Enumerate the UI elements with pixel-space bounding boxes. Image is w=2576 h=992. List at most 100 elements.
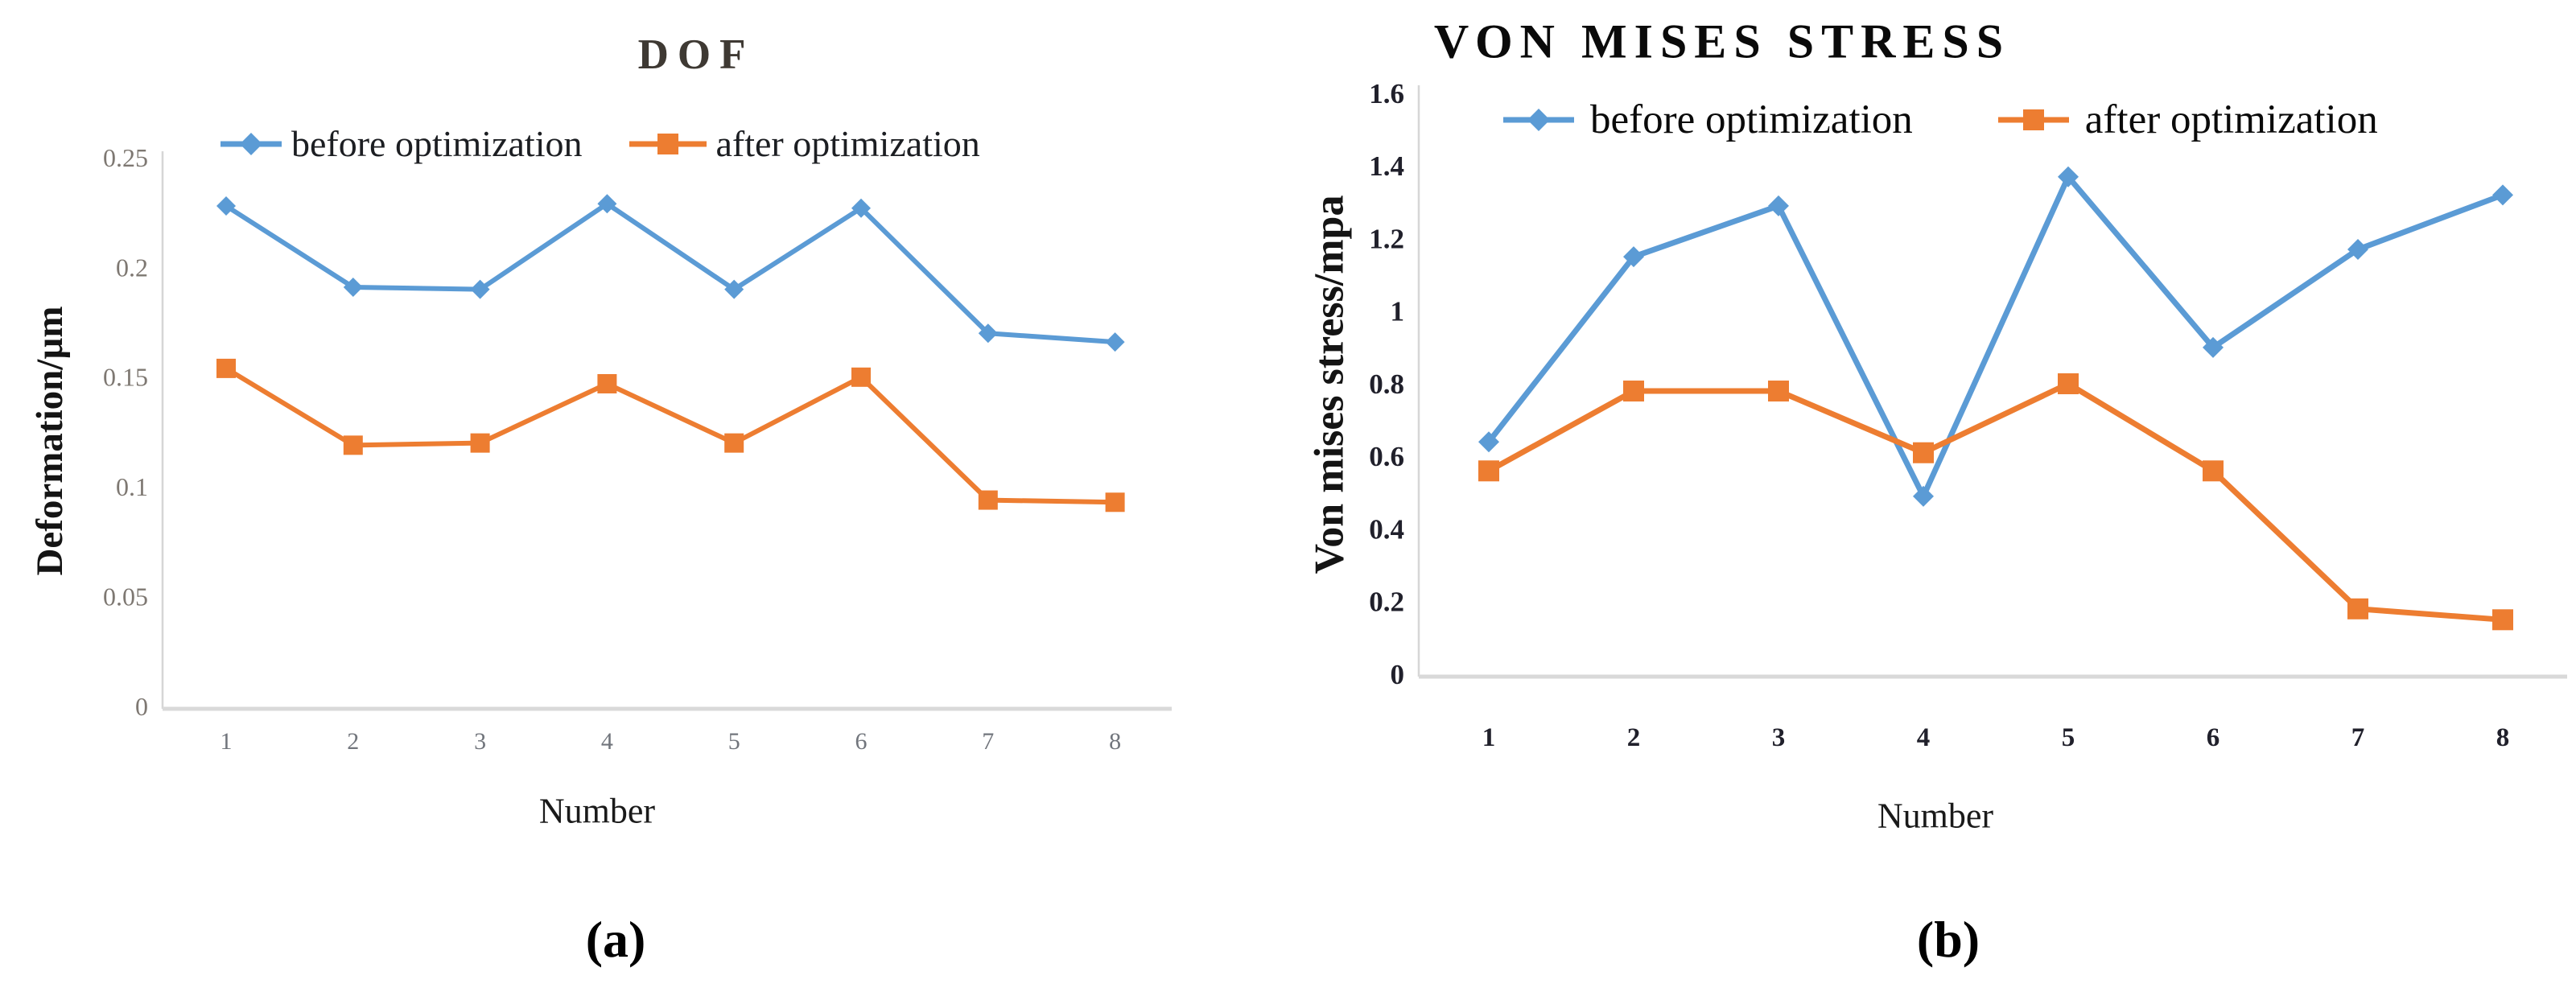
x-tick-label: 6	[855, 728, 868, 755]
x-tick-label: 6	[2207, 723, 2220, 752]
diamond-marker-legend	[1527, 109, 1550, 131]
diamond-marker-data-point	[470, 279, 490, 299]
line-diamond-marker-icon	[221, 132, 282, 155]
diamond-marker-data-point	[978, 323, 998, 344]
square-marker-data-point	[978, 490, 998, 510]
series-line	[224, 201, 1118, 345]
y-tick-label: 1.2	[1369, 223, 1404, 254]
chart-a-y-axis-label: Deformation/µm	[29, 306, 71, 576]
x-tick-label: 8	[2496, 723, 2510, 752]
y-tick-label: 0.4	[1369, 513, 1404, 545]
chart-b-x-axis-label: Number	[1877, 796, 1994, 836]
x-tick-label: 2	[1627, 723, 1641, 752]
square-marker-data-point	[343, 435, 363, 455]
line-diamond-marker-icon	[1503, 109, 1574, 131]
square-marker-data-point	[470, 433, 490, 453]
diamond-marker-legend	[240, 132, 262, 155]
diamond-marker-data-point	[1768, 195, 1789, 216]
square-marker-data-point	[1623, 381, 1644, 402]
x-tick-label: 7	[982, 728, 994, 755]
square-marker-data-point	[597, 373, 617, 393]
diamond-marker-data-point	[851, 198, 871, 218]
series-after-optimization	[216, 358, 1125, 512]
x-tick-label: 3	[1772, 723, 1786, 752]
y-tick-label: 0.25	[103, 143, 148, 172]
x-tick-label: 7	[2351, 723, 2365, 752]
y-tick-label: 0.1	[116, 472, 148, 501]
series-line	[1486, 174, 2506, 500]
legend-label: after optimization	[715, 123, 980, 164]
x-tick-label: 5	[2062, 723, 2075, 752]
diamond-marker-data-point	[1105, 332, 1125, 352]
line-square-marker-icon	[629, 133, 707, 154]
y-tick-label: 1.6	[1369, 78, 1404, 109]
series-before-optimization	[1478, 166, 2513, 507]
diamond-marker-data-point	[2347, 239, 2368, 261]
chart-a-title: DOF	[637, 31, 755, 78]
y-tick-label: 0.8	[1369, 368, 1404, 400]
square-marker-data-point	[216, 358, 236, 378]
x-tick-label: 2	[347, 728, 359, 755]
y-tick-label: 0.6	[1369, 441, 1404, 472]
legend-label: after optimization	[2084, 97, 2378, 142]
chart-a-x-axis-label: Number	[538, 791, 656, 831]
chart-a-legend: before optimization after optimization	[219, 122, 980, 165]
square-marker-data-point	[851, 367, 871, 387]
x-tick-label: 8	[1109, 728, 1121, 755]
diamond-marker-data-point	[597, 194, 617, 214]
y-tick-label: 1	[1391, 296, 1405, 327]
x-tick-label: 1	[221, 728, 233, 755]
legend-item-before-optimization: before optimization	[1502, 97, 1913, 143]
x-tick-label: 3	[474, 728, 486, 755]
x-tick-label: 4	[601, 728, 613, 755]
series-after-optimization	[1478, 373, 2513, 631]
series-before-optimization	[216, 194, 1125, 352]
chart-b-legend: before optimization after optimization	[1502, 97, 2378, 143]
y-tick-label: 0.15	[103, 363, 148, 392]
y-tick-label: 0	[1391, 659, 1405, 690]
square-marker-legend	[2022, 109, 2044, 130]
square-marker-data-point	[2347, 598, 2368, 619]
legend-item-after-optimization: after optimization	[628, 122, 980, 165]
diamond-marker-data-point	[724, 279, 744, 299]
legend-label: before optimization	[1590, 97, 1913, 142]
square-marker-data-point	[2203, 460, 2224, 482]
chart-b-caption: (b)	[1916, 911, 1980, 968]
legend-label: before optimization	[291, 123, 583, 164]
diamond-marker-data-point	[1478, 431, 1499, 453]
square-marker-data-point	[2058, 373, 2079, 394]
x-tick-label: 5	[728, 728, 740, 755]
x-tick-label: 1	[1482, 723, 1496, 752]
chart-a-caption: (a)	[585, 911, 646, 968]
diamond-marker-data-point	[2492, 184, 2513, 206]
diamond-marker-data-point	[2203, 336, 2224, 358]
series-line	[224, 365, 1118, 505]
series-line	[1486, 381, 2506, 623]
diamond-marker-data-point	[1913, 485, 1934, 507]
square-marker-data-point	[2492, 609, 2513, 631]
square-marker-data-point	[1913, 442, 1934, 463]
legend-item-before-optimization: before optimization	[219, 122, 583, 165]
line-square-marker-icon	[1997, 109, 2069, 130]
chart-b-plot: 0 0.2 0.4 0.6 0.8 1 1.2 1.4 1.6 1 2 3 4 5 6 7 8	[1369, 78, 2567, 752]
chart-b-title: VON MISES STRESS	[1433, 14, 2011, 68]
square-marker-legend	[657, 133, 678, 154]
diamond-marker-data-point	[216, 196, 236, 216]
y-tick-label: 0.2	[116, 253, 148, 282]
y-tick-label: 0	[135, 692, 148, 721]
diamond-marker-data-point	[343, 277, 363, 297]
square-marker-data-point	[1768, 381, 1789, 402]
chart-b-y-axis-label: Von mises stress/mpa	[1306, 195, 1353, 574]
y-tick-label: 0.2	[1369, 587, 1404, 618]
y-tick-label: 0.05	[103, 582, 148, 611]
diamond-marker-data-point	[2058, 166, 2079, 187]
diamond-marker-data-point	[1623, 246, 1644, 268]
square-marker-data-point	[1105, 492, 1125, 512]
y-tick-label: 1.4	[1369, 150, 1404, 182]
x-tick-label: 4	[1917, 723, 1931, 752]
legend-item-after-optimization: after optimization	[1997, 97, 2378, 143]
square-marker-data-point	[1478, 460, 1499, 482]
square-marker-data-point	[724, 433, 744, 453]
